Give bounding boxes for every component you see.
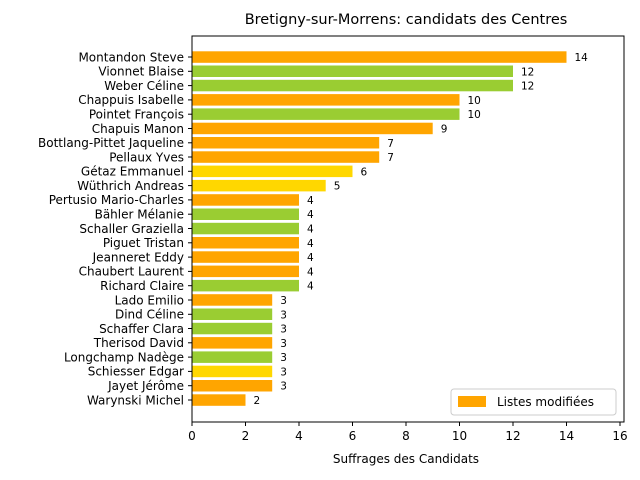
x-tick-label: 14 xyxy=(559,429,574,443)
data-label: 3 xyxy=(280,338,287,350)
data-label: 10 xyxy=(468,109,481,121)
bar xyxy=(192,279,299,292)
bar xyxy=(192,151,380,163)
data-label: 3 xyxy=(280,381,287,393)
y-tick-label: Bottlang-Pittet Jaqueline xyxy=(38,136,184,150)
legend: Listes modifiées xyxy=(450,388,617,416)
bar xyxy=(192,79,513,92)
data-label: 2 xyxy=(254,395,261,407)
data-labels: 14 12 12 10 10 9 7 7 6 5 4 4 4 4 4 4 4 3 3 3 3 3 3 3 2 xyxy=(254,52,589,407)
x-tick-label: 10 xyxy=(452,429,467,443)
bars-group xyxy=(192,51,567,406)
bar xyxy=(192,122,433,135)
data-label: 4 xyxy=(307,238,314,250)
y-tick-label: Pointet François xyxy=(89,108,184,122)
data-label: 12 xyxy=(521,66,534,78)
bar xyxy=(192,208,299,220)
bar xyxy=(192,380,273,392)
chart-title: Bretigny-sur-Morrens: candidats des Cent… xyxy=(245,12,568,28)
data-label: 3 xyxy=(280,295,287,307)
y-tick-label: Therisod David xyxy=(93,336,184,350)
data-label: 6 xyxy=(361,166,368,178)
x-axis: 0 2 4 6 8 10 12 14 16 xyxy=(188,422,628,443)
y-tick-label: Schaller Graziella xyxy=(79,222,184,236)
bar xyxy=(192,322,273,335)
data-label: 14 xyxy=(575,52,589,64)
x-axis-label: Suffrages des Candidats xyxy=(333,452,479,466)
bar xyxy=(192,179,326,192)
x-tick-label: 4 xyxy=(295,429,303,443)
data-label: 12 xyxy=(521,81,534,93)
bar xyxy=(192,365,273,378)
bar xyxy=(192,337,273,349)
y-tick-label: Jayet Jérôme xyxy=(107,379,184,393)
bar xyxy=(192,294,273,306)
x-tick-label: 2 xyxy=(242,429,250,443)
y-tick-label: Pertusio Mario-Charles xyxy=(49,193,184,207)
y-tick-label: Piguet Tristan xyxy=(103,236,184,250)
data-label: 4 xyxy=(307,224,314,236)
y-tick-label: Montandon Steve xyxy=(78,50,184,64)
data-label: 3 xyxy=(280,324,287,336)
bar xyxy=(192,265,299,278)
data-label: 10 xyxy=(468,95,481,107)
y-tick-label: Weber Céline xyxy=(104,79,184,93)
data-label: 7 xyxy=(387,152,394,164)
data-label: 4 xyxy=(307,281,314,293)
data-label: 3 xyxy=(280,366,287,378)
data-label: 3 xyxy=(280,352,287,364)
data-label: 4 xyxy=(307,195,314,207)
y-tick-label: Chapuis Manon xyxy=(92,122,184,136)
bar xyxy=(192,94,460,106)
y-tick-label: Chappuis Isabelle xyxy=(78,93,184,107)
data-label: 4 xyxy=(307,209,314,221)
bar xyxy=(192,222,299,235)
bar xyxy=(192,237,299,249)
y-tick-label: Dind Céline xyxy=(115,308,184,322)
x-tick-label: 0 xyxy=(188,429,196,443)
y-tick-label: Longchamp Nadège xyxy=(64,350,184,364)
bar xyxy=(192,194,299,206)
data-label: 4 xyxy=(307,252,314,264)
y-tick-label: Warynski Michel xyxy=(87,393,184,407)
y-tick-label: Jeanneret Eddy xyxy=(92,250,184,264)
y-tick-label: Schiesser Edgar xyxy=(88,365,184,379)
y-tick-label: Gétaz Emmanuel xyxy=(81,165,184,179)
data-label: 4 xyxy=(307,266,314,278)
bar xyxy=(192,65,513,77)
legend-label: Listes modifiées xyxy=(497,395,594,409)
bar xyxy=(192,165,353,178)
bar xyxy=(192,351,273,363)
y-tick-label: Pellaux Yves xyxy=(109,150,184,164)
y-tick-label: Wüthrich Andreas xyxy=(77,179,184,193)
data-label: 9 xyxy=(441,124,448,136)
x-tick-label: 16 xyxy=(612,429,627,443)
y-tick-label: Chaubert Laurent xyxy=(79,265,185,279)
bar xyxy=(192,308,273,320)
data-label: 3 xyxy=(280,309,287,321)
plot-frame xyxy=(191,35,625,423)
bar xyxy=(192,51,567,63)
y-tick-label: Vionnet Blaise xyxy=(98,65,184,79)
bar xyxy=(192,108,460,120)
data-label: 7 xyxy=(387,138,394,150)
x-tick-label: 12 xyxy=(505,429,520,443)
y-tick-label: Lado Emilio xyxy=(115,293,184,307)
bar xyxy=(192,251,299,263)
data-label: 5 xyxy=(334,181,341,193)
legend-box xyxy=(450,388,617,416)
y-tick-label: Bähler Mélanie xyxy=(95,208,184,222)
y-tick-label: Richard Claire xyxy=(100,279,184,293)
bar xyxy=(192,394,246,406)
x-tick-label: 6 xyxy=(349,429,357,443)
bar xyxy=(192,137,380,149)
legend-swatch xyxy=(458,396,486,407)
x-tick-label: 8 xyxy=(402,429,410,443)
y-tick-label: Schaffer Clara xyxy=(99,322,184,336)
